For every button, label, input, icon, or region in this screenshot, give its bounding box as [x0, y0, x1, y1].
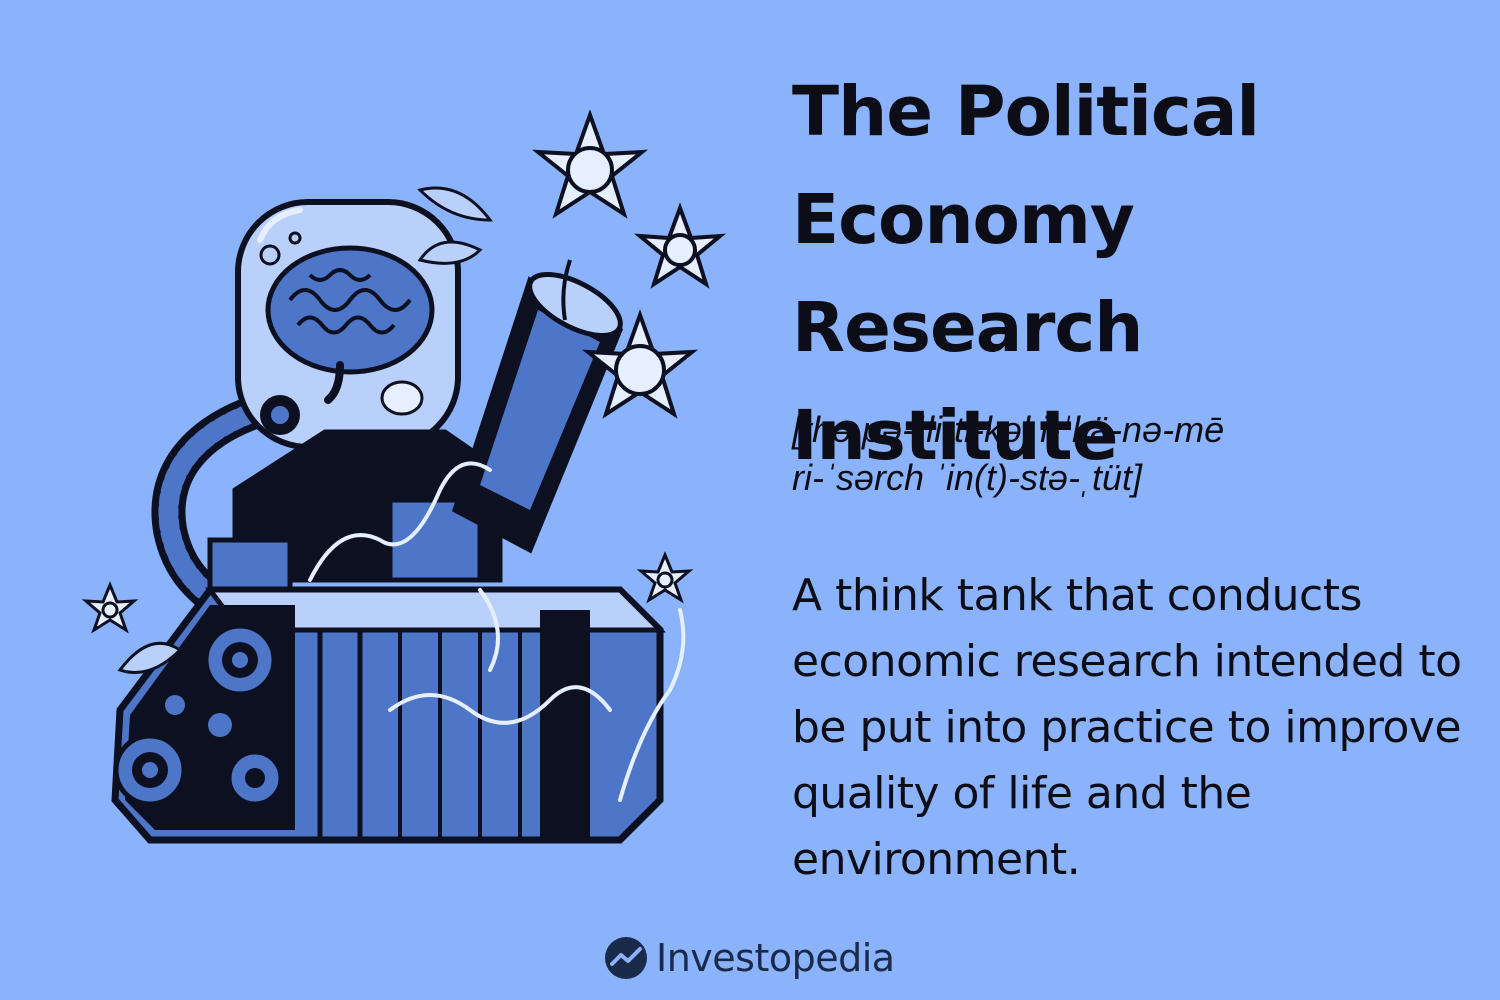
brand-logo: Investopedia: [604, 932, 895, 984]
vines: [308, 461, 686, 802]
leaf-icon: [117, 186, 494, 674]
tank-treads: [111, 586, 667, 844]
robot-tank-illustration: [81, 110, 727, 844]
cannon-barrel: [451, 272, 624, 554]
brain-icon: [265, 245, 435, 404]
pronunciation-line-2: ri-ˈsərch ˈin(t)-stə-ˌtüt]: [792, 457, 1142, 498]
pronunciation-line-1: [thə pə-ˈli-ti-kəl i-ˈkä-nə-mē: [792, 409, 1225, 450]
wheel-icon: [113, 623, 284, 807]
investopedia-logo-icon: [605, 937, 647, 979]
definition-text: A think tank that conducts economic rese…: [792, 570, 1462, 885]
page-title: The Political Economy Research Institute: [792, 72, 1260, 476]
flower-icon: [81, 110, 727, 634]
brand-name: Investopedia: [656, 936, 895, 980]
pronunciation: [thə pə-ˈli-ti-kəl i-ˈkä-nə-mē ri-ˈsərch…: [792, 406, 1482, 502]
